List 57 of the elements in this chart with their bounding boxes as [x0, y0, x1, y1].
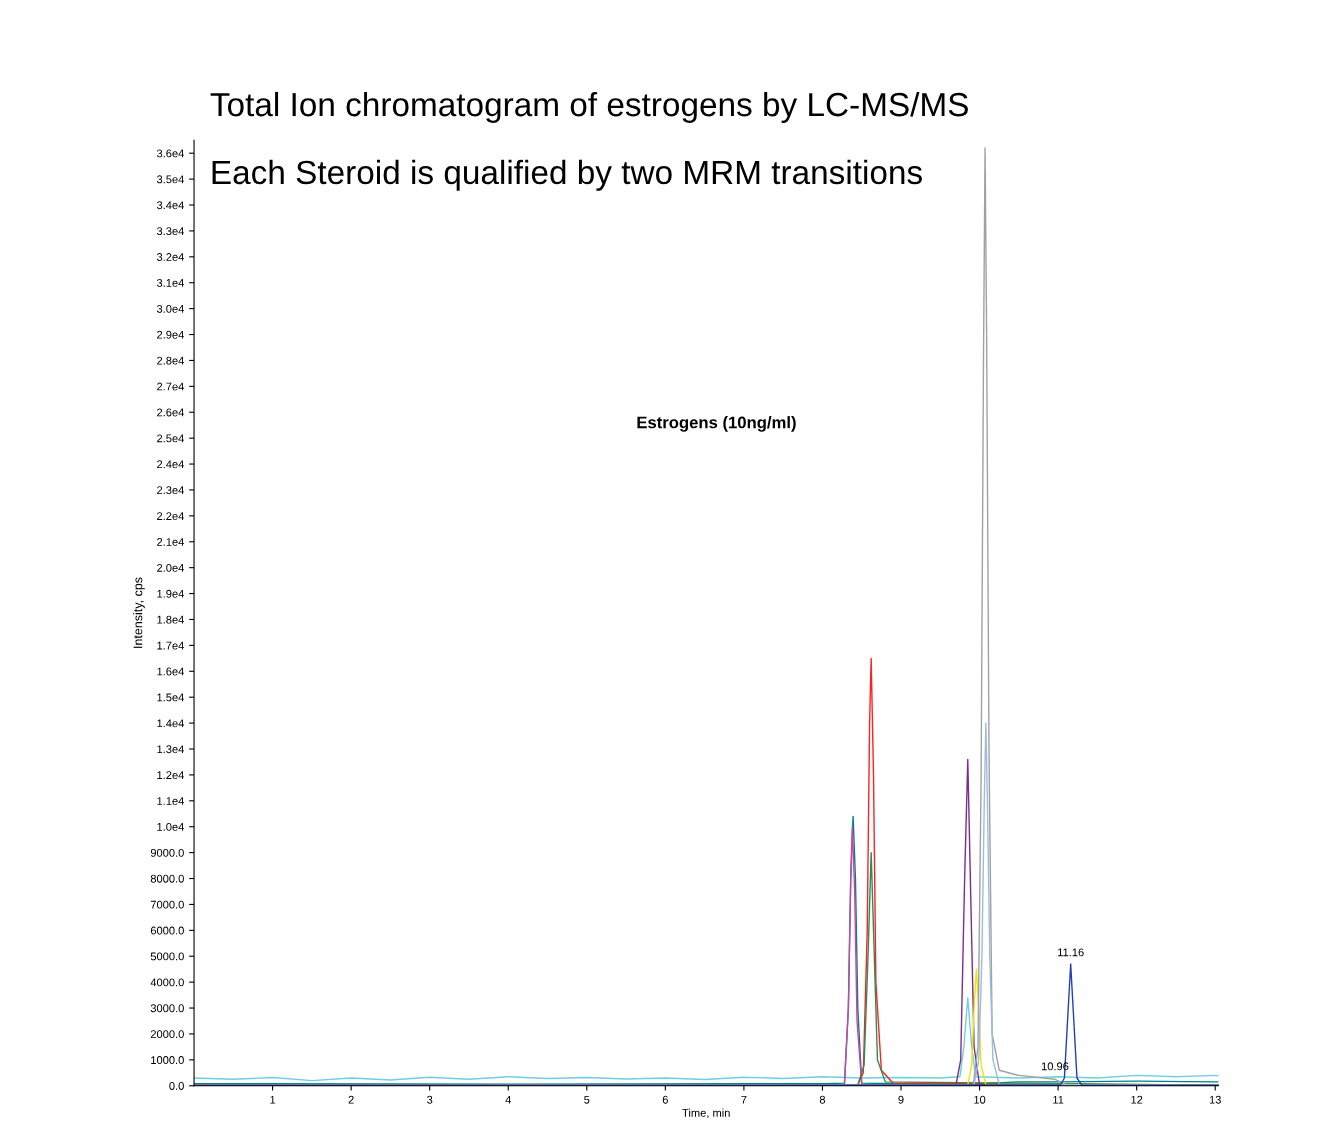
y-axis-title: Intensity, cps — [133, 577, 145, 648]
y-tick-label: 1.2e4 — [157, 771, 184, 780]
y-tick-label: 1.7e4 — [157, 641, 184, 650]
y-tick-label: 5000.0 — [150, 952, 184, 961]
x-tick-label: 2 — [348, 1095, 354, 1104]
y-tick-label: 2.5e4 — [157, 434, 184, 443]
y-tick-label: 1.0e4 — [157, 822, 184, 831]
y-tick-label: 0.0 — [169, 1082, 184, 1090]
y-tick-label: 2.0e4 — [157, 563, 184, 572]
y-tick-label: 3.3e4 — [156, 227, 184, 236]
x-tick-label: 8 — [819, 1095, 826, 1104]
x-tick-label: 3 — [427, 1095, 433, 1104]
y-tick-label: 2.3e4 — [157, 486, 184, 495]
y-tick-label: 7000.0 — [150, 900, 184, 909]
y-tick-label: 1.9e4 — [157, 589, 184, 598]
y-tick-label: 2.4e4 — [157, 460, 184, 469]
y-tick-label: 1.1e4 — [157, 797, 184, 805]
y-tick-label: 4000.0 — [150, 978, 184, 987]
y-tick-label: 2000.0 — [150, 1030, 184, 1039]
y-tick-label: 6000.0 — [150, 926, 184, 935]
x-tick-label: 9 — [898, 1095, 904, 1104]
x-tick-label: 12 — [1131, 1095, 1143, 1104]
x-tick-label: 10 — [974, 1095, 986, 1104]
text: Each Steroid is qualified by two MRM transitions — [212, 159, 922, 191]
y-tick-label: 1.3e4 — [157, 745, 184, 754]
line-series — [194, 996, 1219, 1082]
x-tick-label: 5 — [584, 1095, 590, 1104]
y-tick-label: 2.8e4 — [157, 356, 184, 365]
x-tick-label: 4 — [505, 1095, 512, 1104]
y-tick-label: 3000.0 — [150, 1004, 184, 1013]
y-tick-label: 8000.0 — [150, 874, 184, 883]
y-tick-label: 2.2e4 — [157, 512, 184, 520]
y-tick-label: 3.2e4 — [156, 253, 184, 261]
x-tick-label: 11 — [1053, 1095, 1064, 1104]
y-tick-label: 2.6e4 — [157, 408, 184, 417]
y-tick-label: 2.7e4 — [157, 382, 184, 391]
y-tick-label: 2.9e4 — [157, 330, 184, 339]
y-tick-label: 3.1e4 — [156, 278, 184, 287]
annotation: Estrogens (10ng/ml) — [637, 416, 796, 432]
y-tick-label: 1.4e4 — [157, 719, 184, 728]
y-tick-label: 9000.0 — [150, 848, 184, 857]
x-tick-label: 13 — [1209, 1095, 1221, 1104]
y-tick-label: 1.8e4 — [157, 615, 184, 624]
y-tick-label: 1.5e4 — [157, 693, 184, 702]
chart-title: Total Ion chromatogram of estrogens by LC-MS/MS — [210, 91, 968, 123]
x-axis-title: Time, min — [682, 1108, 730, 1119]
x-tick-label: 1 — [270, 1095, 276, 1104]
x-tick-label: 7 — [741, 1095, 747, 1104]
y-tick-label: 2.1e4 — [157, 538, 184, 546]
y-tick-label: 3.5e4 — [156, 175, 184, 184]
y-tick-label: 1.6e4 — [157, 667, 184, 676]
y-tick-label: 3.0e4 — [156, 304, 184, 313]
y-tick-label: 3.6e4 — [156, 149, 184, 158]
y-tick-label: 1000.0 — [151, 1056, 184, 1064]
y-tick-label: 3.4e4 — [156, 201, 184, 210]
annotation: 11.16 — [1058, 948, 1084, 957]
x-tick-label: 6 — [662, 1095, 668, 1104]
